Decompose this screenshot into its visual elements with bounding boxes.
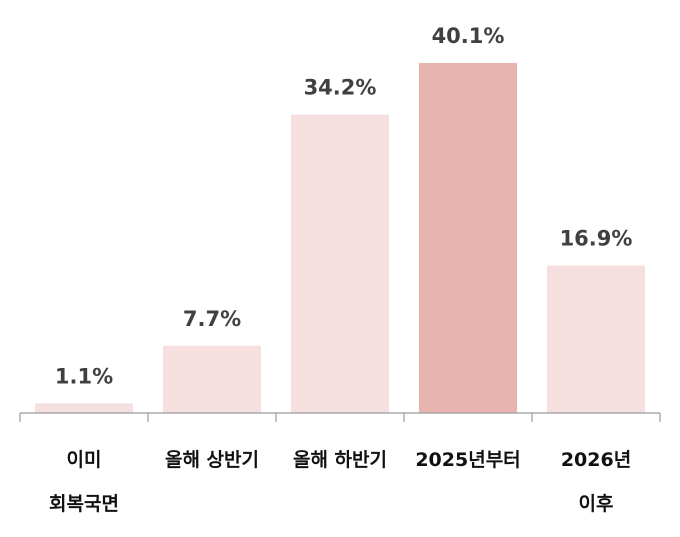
bar-3 [419, 63, 517, 413]
value-label-3: 40.1% [432, 24, 505, 48]
value-label-4: 16.9% [560, 226, 633, 250]
value-label-2: 34.2% [304, 75, 377, 99]
category-label-4-line-0: 2026년 [561, 449, 631, 471]
bar-1 [163, 345, 261, 413]
bar-2 [291, 114, 389, 413]
category-label-3-line-0: 2025년부터 [415, 449, 520, 471]
bar-0 [35, 403, 133, 413]
bars-group [35, 63, 645, 413]
bar-4 [547, 265, 645, 413]
category-label-2-line-0: 올해 하반기 [293, 449, 387, 471]
category-label-0-line-1: 회복국면 [49, 493, 119, 515]
category-label-1-line-0: 올해 상반기 [165, 449, 259, 471]
category-label-0-line-0: 이미 [67, 449, 102, 471]
value-labels-group: 1.1% 7.7% 34.2% 40.1% 16.9% [55, 24, 633, 388]
x-axis-ticks [19, 413, 661, 422]
category-label-4-line-1: 이후 [579, 493, 614, 515]
value-label-1: 7.7% [183, 307, 241, 331]
value-label-0: 1.1% [55, 364, 113, 388]
